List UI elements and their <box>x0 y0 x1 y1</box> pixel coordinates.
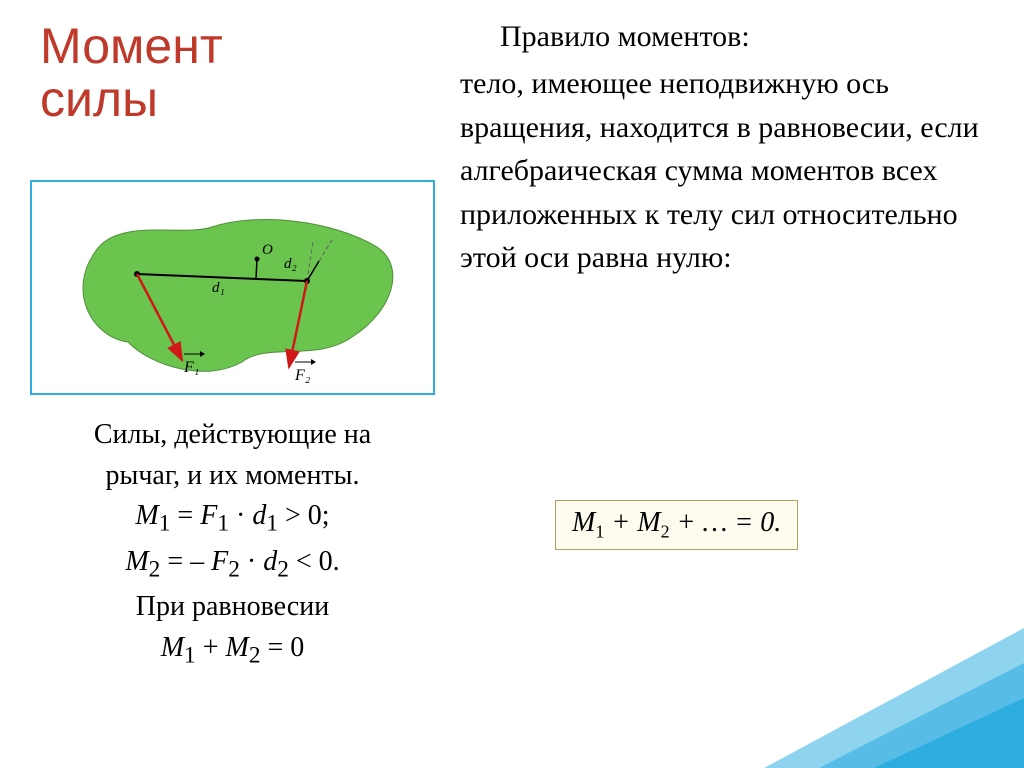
label-d2: d₂ <box>284 256 297 272</box>
figure-caption: Силы, действующие на рычаг, и их моменты… <box>30 415 435 673</box>
caption-line-1: Силы, действующие на <box>30 415 435 456</box>
caption-eq-3a: При равновесии <box>30 587 435 628</box>
pivot-drop <box>256 259 257 279</box>
moment-diagram-svg: O d₁ d₂ F₁ F₂ <box>32 182 433 393</box>
caption-line-2: рычаг, и их моменты. <box>30 456 435 497</box>
caption-eq-2: M2 = – F2 · d2 < 0. <box>30 542 435 587</box>
label-o: O <box>262 242 273 258</box>
title-line-1: Момент <box>40 20 223 73</box>
body-shape <box>83 220 393 372</box>
slide-title: Момент силы <box>40 20 223 125</box>
slide: Момент силы Правило моментов: тело, имею… <box>0 0 1024 768</box>
moment-diagram: O d₁ d₂ F₁ F₂ <box>30 180 435 395</box>
title-line-2: силы <box>40 73 223 126</box>
label-f1: F₁ <box>183 359 199 376</box>
label-d1: d₁ <box>212 280 225 296</box>
label-f2: F₂ <box>294 367 311 384</box>
moments-sum-equation: M1 + M2 + … = 0. <box>555 500 798 550</box>
caption-eq-3b: M1 + M2 = 0 <box>30 628 435 673</box>
corner-decoration <box>724 628 1024 768</box>
rule-body: тело, имеющее неподвижную ось вращения, … <box>460 62 985 280</box>
caption-eq-1: M1 = F1 · d1 > 0; <box>30 496 435 541</box>
rule-heading: Правило моментов: <box>500 20 750 54</box>
